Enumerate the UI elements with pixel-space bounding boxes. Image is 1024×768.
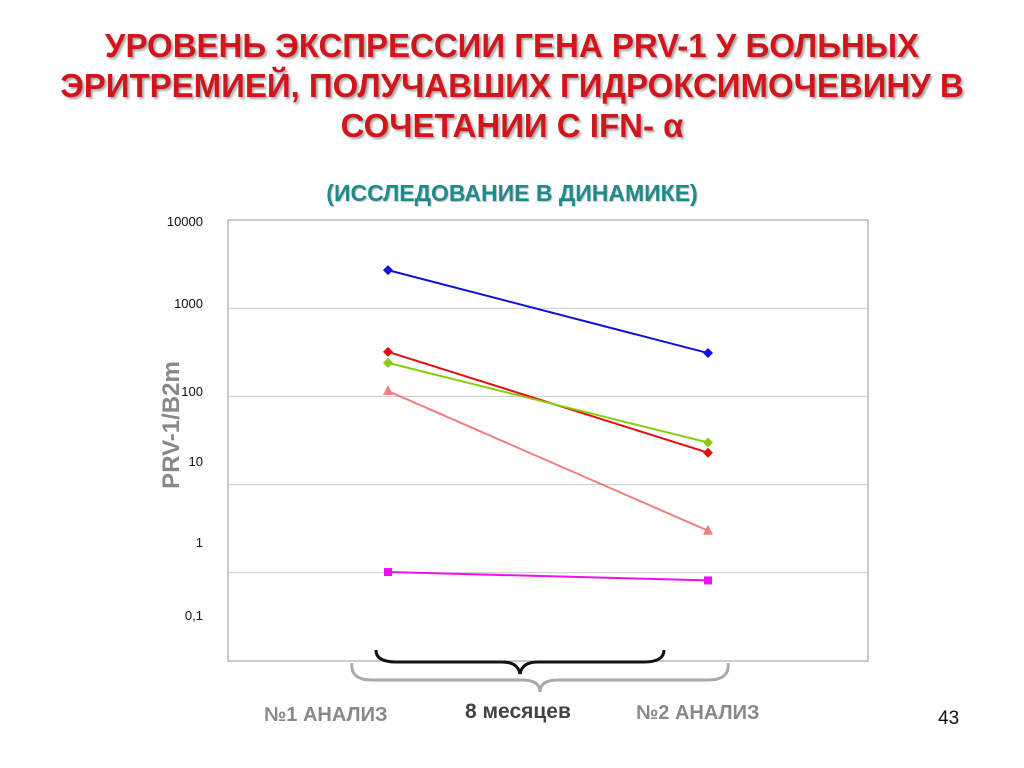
y-tick-label: 10 [189,454,203,469]
series-lines [387,269,709,582]
data-point-s2-2 [703,447,713,458]
data-point-s1-1 [383,265,393,276]
title-line-1: УРОВЕНЬ ЭКСПРЕССИИ ГЕНА PRV-1 У БОЛЬНЫХ [104,27,920,64]
page-number: 43 [938,708,960,729]
chart-subtitle: (ИССЛЕДОВАНИЕ В ДИНАМИКЕ) [326,180,698,206]
x-category-label-2: №2 АНАЛИЗ [636,702,760,724]
period-label: 8 месяцев [465,700,571,723]
y-tick-label: 10000 [167,214,203,229]
data-point-s3-1 [383,357,393,368]
plot-area [227,219,869,662]
x-category-label-1: №1 АНАЛИЗ [264,704,388,726]
data-point-s4-2 [703,524,713,535]
data-point-s5-2 [704,576,712,585]
title-line-2: ЭРИТРЕМИЕЙ, ПОЛУЧАВШИХ ГИДРОКСИМОЧЕВИНУ … [60,67,964,104]
data-point-s4-1 [383,385,393,396]
page-title: УРОВЕНЬ ЭКСПРЕССИИ ГЕНА PRV-1 У БОЛЬНЫХ … [0,26,1024,146]
series-markers [383,265,713,585]
series-line-5 [387,571,709,582]
series-line-3 [387,361,709,444]
data-point-s2-1 [383,346,393,357]
series-line-1 [387,269,709,355]
title-line-3: СОЧЕТАНИИ С IFN- α [340,107,684,144]
curly-brace [374,649,666,675]
y-tick-label: 0,1 [185,608,203,623]
data-point-s5-1 [384,568,392,577]
data-point-s1-2 [703,348,713,359]
y-tick-label: 1000 [174,296,203,311]
y-tick-label: 100 [181,384,203,399]
series-line-4 [387,390,709,532]
y-tick-labels: 10000 1000 100 10 1 0,1 [167,214,203,623]
y-tick-label: 1 [196,535,203,550]
data-point-s3-2 [703,437,713,448]
gridlines [228,307,868,574]
curly-brace-outline [350,662,730,693]
y-axis-label: PRV-1/B2m [158,361,185,489]
